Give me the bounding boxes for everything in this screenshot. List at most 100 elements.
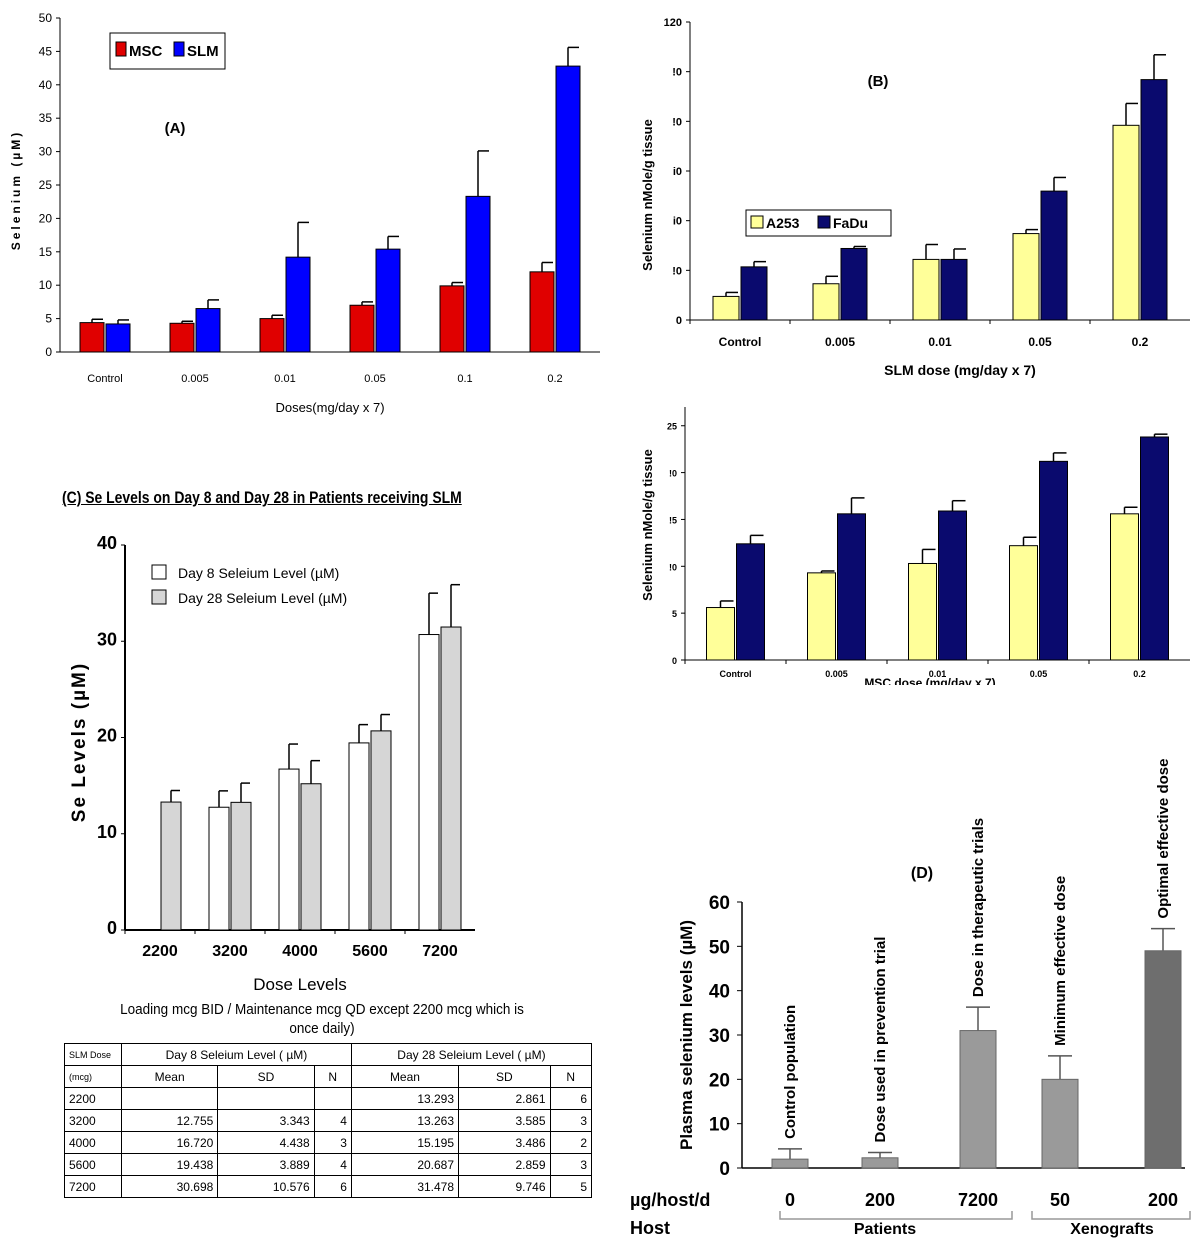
table-cell — [120, 1087, 219, 1110]
y-tick-label: 50 — [709, 937, 730, 958]
bar — [375, 248, 401, 353]
bar — [861, 1157, 899, 1169]
y-tick-label: !0 — [669, 469, 677, 479]
x-tick-label: Control — [87, 373, 122, 385]
legend-label: Day 8 Seleium Level (µM) — [178, 565, 339, 581]
x-tick-label: 0.05 — [364, 373, 385, 385]
y-tick-label: 50 — [39, 11, 53, 25]
y-tick-label: i0 — [673, 166, 682, 178]
chart-c: 0 10 20 30 40 2200 3200 4000 5600 7200 Se Levels (… — [69, 533, 475, 994]
bar — [105, 323, 131, 353]
bar — [1140, 79, 1168, 321]
table-cell — [313, 1087, 352, 1110]
table-cell: 5600 — [64, 1153, 122, 1176]
x-tick-label: 5600 — [352, 943, 388, 960]
y-tick-label: 20 — [97, 726, 117, 746]
table-cell: 3200 — [64, 1109, 122, 1132]
x-tick-label: Control — [719, 335, 762, 349]
bar — [230, 801, 252, 931]
bar — [439, 285, 465, 353]
y-tick-label: !0 — [669, 562, 677, 572]
bar-annotation: Optimal effective dose — [1155, 759, 1172, 919]
table-subheader-row: (mcg) Mean SD N Mean SD N — [64, 1065, 593, 1088]
bar — [1140, 436, 1169, 661]
bar — [1012, 233, 1040, 321]
y-tick-label: !0 — [672, 265, 682, 277]
table-cell: 3.585 — [458, 1109, 551, 1132]
note-line-2: once daily) — [289, 1020, 355, 1037]
y-tick-label: 40 — [39, 78, 53, 92]
x-tick-label: 0.01 — [274, 373, 295, 385]
legend-label: SLM — [187, 43, 219, 60]
y-tick-label: 0 — [672, 656, 677, 666]
y-tick-label: 10 — [39, 278, 53, 292]
table-cell: 4.438 — [217, 1131, 315, 1154]
x-tick-label: 0.005 — [825, 335, 855, 349]
chart-b-msc: 0 5 !0 !5 !0 25 Control 0.005 0.01 0.05 0.2 Seleniu… — [640, 407, 1190, 685]
chart-c-title: (C) Se Levels on Day 8 and Day 28 in Pat… — [62, 488, 462, 507]
table-cell: 13.293 — [350, 1087, 460, 1110]
header-n-8: N — [313, 1065, 352, 1088]
x-tick-label: 7200 — [958, 1190, 998, 1210]
y-axis-label: Selenium (µM) — [9, 130, 23, 251]
table-cell: 5 — [549, 1175, 593, 1198]
chart-c-note: Loading mcg BID / Maintenance mcg QD exc… — [79, 1000, 565, 1038]
bar — [812, 283, 840, 321]
bar — [712, 295, 740, 321]
bar — [908, 562, 937, 661]
table-cell: 2.859 — [458, 1153, 551, 1176]
y-tick-label: 0 — [676, 315, 682, 327]
header-mcg: (mcg) — [64, 1065, 122, 1088]
x-tick-label: 0.005 — [825, 669, 848, 679]
x-tick-label: 0.01 — [929, 669, 947, 679]
x-tick-label: 2200 — [142, 943, 178, 960]
y-axis-label: Se Levels (µM) — [69, 662, 90, 822]
bar — [1009, 545, 1038, 661]
table-cell: 10.576 — [217, 1175, 315, 1198]
table-row: 2200 13.293 2.861 6 — [64, 1087, 593, 1110]
table-cell: 2 — [549, 1131, 593, 1154]
header-day8: Day 8 Seleium Level ( µM) — [121, 1043, 352, 1066]
dose-row-label: µg/host/d — [630, 1190, 710, 1210]
bar — [840, 247, 868, 321]
x-tick-label: 0.2 — [1132, 335, 1149, 349]
table-cell: 4000 — [64, 1131, 122, 1154]
legend-box — [109, 32, 226, 70]
bar — [837, 513, 866, 661]
chart-d: 0 10 20 30 40 50 60 Control population 0 Dose use… — [630, 759, 1191, 1238]
y-tick-label: 60 — [709, 893, 730, 914]
y-axis-label: Selenium nMole/g tissue — [640, 449, 655, 601]
legend-swatch — [750, 215, 764, 229]
y-tick-label: i0 — [673, 216, 682, 228]
y-tick-label: 20 — [39, 211, 53, 225]
y-tick-label: 120 — [664, 17, 682, 29]
bar — [807, 572, 836, 661]
table-cell: 7200 — [64, 1175, 122, 1198]
table-cell: 13.263 — [350, 1109, 460, 1132]
table-cell: 6 — [313, 1175, 352, 1198]
bar — [259, 318, 285, 353]
bar — [1041, 1078, 1079, 1169]
table-cell: 2200 — [64, 1087, 122, 1110]
host-group-label: Xenografts — [1070, 1221, 1154, 1238]
y-tick-label: 45 — [39, 44, 53, 58]
x-axis-label: SLM dose (mg/day x 7) — [884, 362, 1036, 378]
x-tick-label: Control — [720, 669, 752, 679]
x-tick-label: 3200 — [212, 943, 248, 960]
table-cell: 20.687 — [350, 1153, 460, 1176]
table-header-row: SLM Dose Day 8 Seleium Level ( µM) Day 2… — [64, 1043, 593, 1066]
y-tick-label: 25 — [39, 178, 53, 192]
bar — [160, 801, 182, 931]
y-tick-label: 0 — [719, 1159, 730, 1180]
legend-swatch — [817, 215, 831, 229]
bar — [278, 768, 300, 931]
y-axis-label: Selenium nMole/g tissue — [640, 119, 655, 271]
bar — [285, 256, 311, 353]
table-cell: 3 — [549, 1109, 593, 1132]
chart-title: (B) — [868, 73, 889, 90]
y-tick-label: !0 — [672, 116, 682, 128]
note-line-1: Loading mcg BID / Maintenance mcg QD exc… — [120, 1001, 524, 1018]
table-cell: 4 — [313, 1109, 352, 1132]
x-tick-label: 7200 — [422, 943, 458, 960]
bar — [440, 626, 462, 931]
